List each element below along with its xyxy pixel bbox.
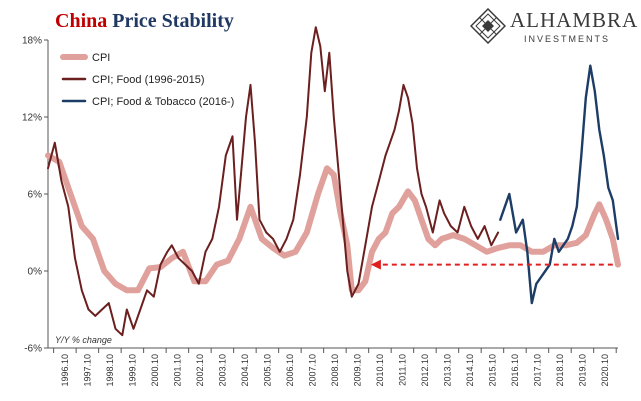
x-tick-label: 2014.10 — [465, 354, 475, 387]
x-tick-label: 2018.10 — [555, 354, 565, 387]
x-tick-label: 2006.10 — [285, 354, 295, 387]
x-tick-label: 2013.10 — [442, 354, 452, 387]
x-tick-label: 2005.10 — [262, 354, 272, 387]
x-tick-label: 2015.10 — [487, 354, 497, 387]
legend-label: CPI; Food & Tobacco (2016-) — [92, 96, 234, 108]
x-tick-label: 2009.10 — [352, 354, 362, 387]
x-tick-label: 1996.10 — [60, 354, 70, 387]
x-tick-label: 2008.10 — [330, 354, 340, 387]
y-tick-label: 0% — [28, 267, 43, 278]
x-tick-label: 1997.10 — [82, 354, 92, 387]
x-tick-label: 2010.10 — [375, 354, 385, 387]
y-tick-label: -6% — [24, 344, 42, 355]
logo-brand-text: ALHAMBRA — [510, 8, 639, 32]
legend-label: CPI; Food (1996-2015) — [92, 74, 205, 86]
x-tick-label: 2020.10 — [600, 354, 610, 387]
title-china: China — [55, 10, 108, 32]
x-tick-label: 2019.10 — [577, 354, 587, 387]
title-price-stability: Price Stability — [112, 10, 234, 32]
y-tick-label: 18% — [22, 36, 42, 47]
diamond-lattice-icon — [470, 8, 506, 44]
series-cpi-line — [45, 152, 621, 294]
x-tick-label: 2000.10 — [150, 354, 160, 387]
unit-label: Y/Y % change — [55, 335, 112, 345]
chart-title: China Price Stability — [55, 10, 234, 33]
annotation-arrow-head — [370, 259, 381, 270]
y-tick-label: 6% — [28, 190, 43, 201]
alhambra-logo: ALHAMBRA INVESTMENTS — [470, 6, 638, 52]
x-tick-label: 2003.10 — [217, 354, 227, 387]
x-tick-label: 1998.10 — [105, 354, 115, 387]
x-tick-label: 2012.10 — [420, 354, 430, 387]
series-food-line — [47, 26, 500, 337]
x-tick-label: 2004.10 — [240, 354, 250, 387]
series-food-tobacco-line — [499, 64, 620, 305]
x-tick-label: 2001.10 — [172, 354, 182, 387]
x-tick-label: 2002.10 — [195, 354, 205, 387]
x-tick-label: 2016.10 — [510, 354, 520, 387]
y-tick-label: 12% — [22, 113, 42, 124]
x-tick-label: 2011.10 — [397, 354, 407, 386]
x-tick-label: 1999.10 — [127, 354, 137, 387]
legend-label: CPI — [92, 52, 110, 64]
x-tick-label: 2017.10 — [532, 354, 542, 387]
logo-sub-text: INVESTMENTS — [524, 34, 611, 44]
x-tick-label: 2007.10 — [307, 354, 317, 387]
